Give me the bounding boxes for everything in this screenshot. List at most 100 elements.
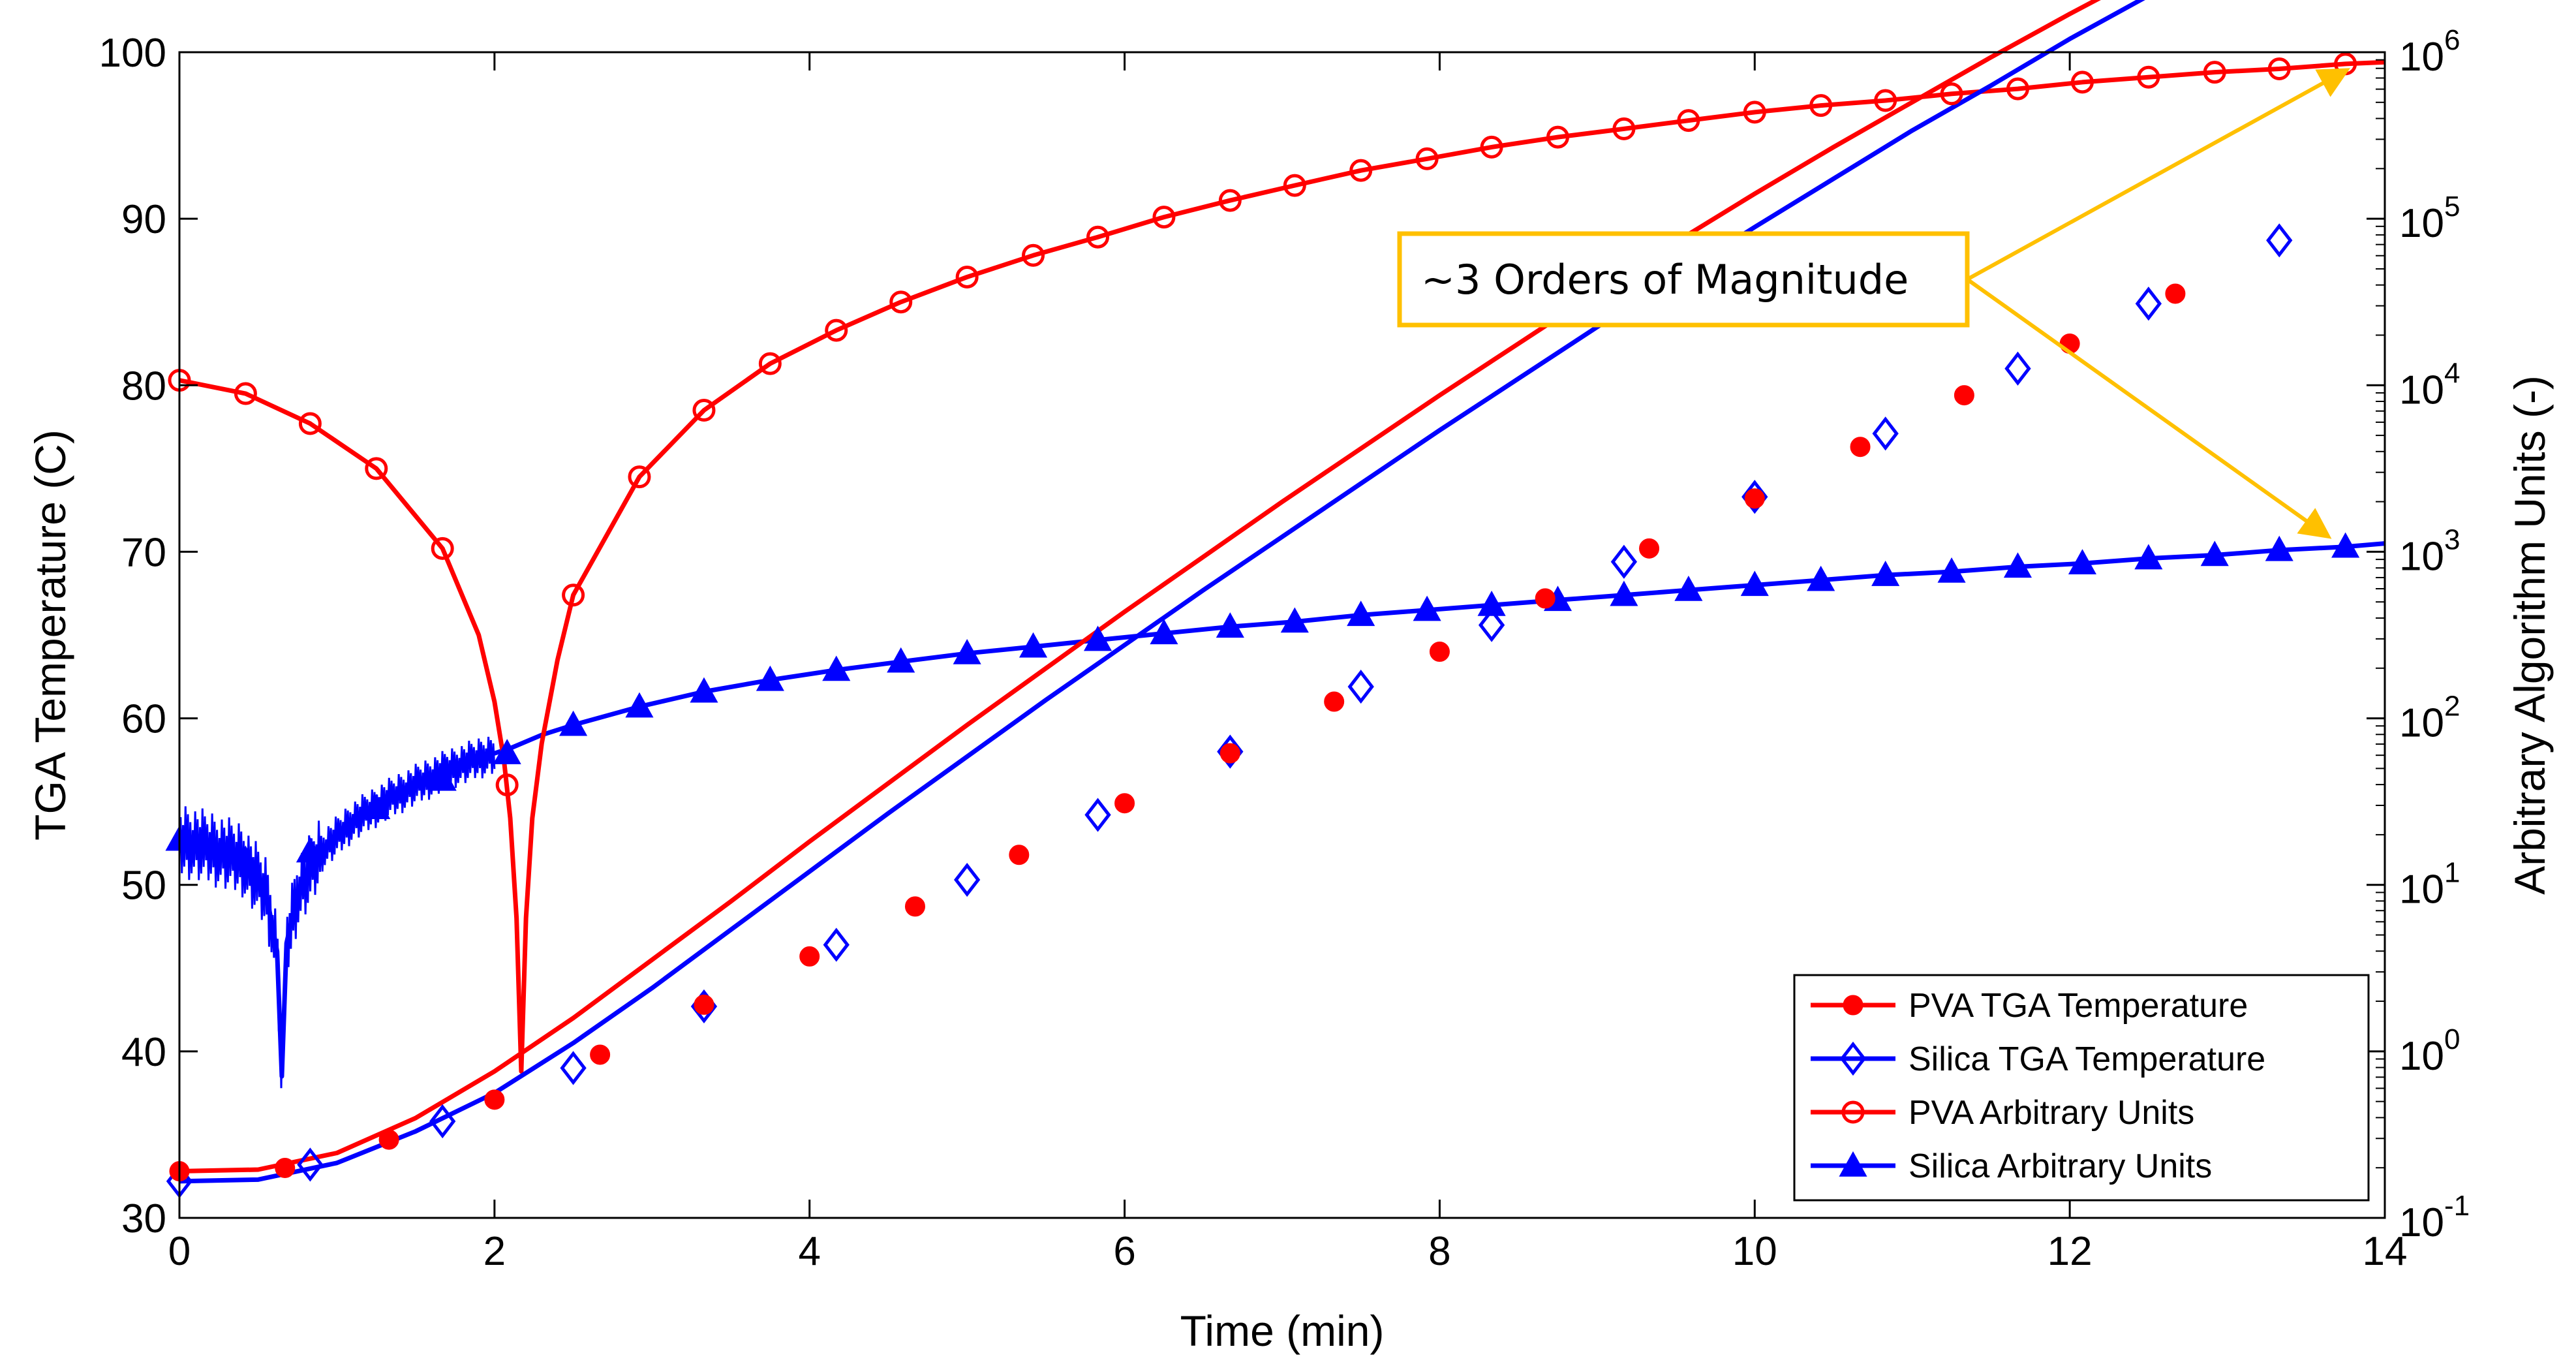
- data-point: [955, 265, 979, 288]
- data-point: [625, 692, 654, 718]
- data-point: [628, 465, 651, 489]
- data-point: [1480, 135, 1503, 159]
- legend: PVA TGA Temperature Silica TGA Temperatur…: [1793, 974, 2370, 1202]
- data-point: [560, 1051, 587, 1085]
- annotation-arrow-upper: [1966, 68, 2350, 281]
- data-point: [1743, 101, 1766, 124]
- data-point: [2003, 552, 2032, 578]
- x-tick-label: 6: [1113, 1229, 1135, 1274]
- data-point: [1019, 632, 1048, 658]
- data-point: [2267, 57, 2291, 81]
- plot-frame: [178, 51, 2386, 1219]
- data-point: [2200, 540, 2229, 567]
- legend-swatch-marker: [1839, 1041, 1867, 1076]
- data-point: [2070, 70, 2094, 94]
- data-point: [1349, 159, 1373, 182]
- series-line: [179, 0, 2101, 1174]
- data-point: [1219, 743, 1240, 764]
- data-point: [2134, 544, 2163, 570]
- annotation-text: ~3 Orders of Magnitude: [1421, 256, 1909, 303]
- data-point: [1150, 619, 1178, 645]
- data-point: [365, 457, 388, 480]
- data-point: [799, 946, 820, 967]
- data-point: [2331, 532, 2360, 558]
- data-point: [362, 794, 391, 820]
- legend-item: PVA Arbitrary Units: [1811, 1094, 2194, 1132]
- data-point: [429, 1104, 456, 1139]
- data-point: [297, 1147, 324, 1182]
- data-point: [1535, 588, 1556, 609]
- data-point: [234, 382, 257, 405]
- data-point: [1940, 82, 1963, 106]
- x-tick-label: 8: [1428, 1229, 1450, 1274]
- data-point: [298, 412, 322, 435]
- series-line: [179, 0, 2145, 1184]
- data-point: [1324, 691, 1345, 712]
- data-point: [953, 862, 981, 897]
- annotation-arrow-lower: [1966, 277, 2332, 539]
- x-tick-label: 2: [483, 1229, 506, 1274]
- legend-label: PVA TGA Temperature: [1909, 987, 2248, 1025]
- data-point: [495, 773, 519, 797]
- data-point: [756, 665, 784, 691]
- data-point: [1874, 89, 1897, 112]
- data-point: [758, 352, 782, 375]
- y-left-tick-label: 90: [121, 197, 166, 242]
- y-left-tick-label: 80: [121, 364, 166, 409]
- data-point: [2165, 283, 2186, 304]
- legend-label: Silica Arbitrary Units: [1909, 1147, 2212, 1185]
- data-point: [1429, 642, 1450, 662]
- data-point: [2266, 223, 2293, 258]
- x-axis-ticks: 0 2 4 6 8 10 12 14: [168, 52, 2407, 1274]
- y-left-tick-label: 70: [121, 530, 166, 575]
- data-point: [1280, 607, 1309, 633]
- data-point: [1546, 125, 1569, 149]
- y-left-axis-ticks: 30 40 50 60 70 80 90 100: [99, 31, 198, 1241]
- data-point: [1639, 538, 1660, 559]
- data-point: [559, 710, 588, 736]
- data-point: [2137, 65, 2160, 89]
- data-point: [275, 1157, 296, 1178]
- legend-items: PVA TGA Temperature Silica TGA Temperatur…: [1811, 987, 2265, 1185]
- x-tick-label: 4: [798, 1229, 820, 1274]
- legend-label: PVA Arbitrary Units: [1909, 1094, 2194, 1132]
- data-point: [953, 638, 981, 664]
- data-point: [1084, 798, 1111, 832]
- data-point: [1114, 793, 1135, 814]
- data-point: [493, 739, 521, 764]
- data-point: [1954, 385, 1974, 406]
- data-point: [1937, 557, 1966, 583]
- data-point: [431, 536, 454, 560]
- legend-item: PVA TGA Temperature: [1811, 987, 2248, 1025]
- legend-box: [1793, 974, 2370, 1202]
- data-point: [2135, 287, 2162, 321]
- data-point: [2068, 549, 2097, 574]
- data-point: [1850, 437, 1871, 458]
- y-right-tick-label: 103: [2399, 523, 2460, 579]
- data-point: [1152, 206, 1176, 229]
- data-point: [2004, 351, 2031, 386]
- data-point: [484, 1089, 505, 1110]
- data-point: [887, 647, 915, 673]
- data-point: [1872, 416, 1899, 451]
- y-right-axis-label: Arbitrary Algorithm Units (-): [2506, 375, 2554, 895]
- data-point: [1610, 544, 1638, 579]
- legend-swatch-marker: [1839, 1151, 1867, 1177]
- legend-label: Silica TGA Temperature: [1909, 1040, 2265, 1078]
- data-point: [296, 837, 324, 863]
- data-point: [428, 765, 457, 791]
- data-point: [1022, 243, 1045, 267]
- data-point: [889, 290, 913, 314]
- y-right-tick-label: 101: [2399, 857, 2460, 912]
- data-point: [590, 1044, 611, 1065]
- y-left-tick-label: 50: [121, 863, 166, 909]
- data-point: [1347, 670, 1374, 704]
- data-point: [2265, 535, 2293, 561]
- data-point: [2006, 77, 2029, 101]
- data-point: [1807, 565, 1835, 591]
- y-left-tick-label: 40: [121, 1030, 166, 1075]
- data-point: [1809, 94, 1833, 117]
- data-point: [231, 845, 260, 871]
- data-point: [692, 399, 716, 422]
